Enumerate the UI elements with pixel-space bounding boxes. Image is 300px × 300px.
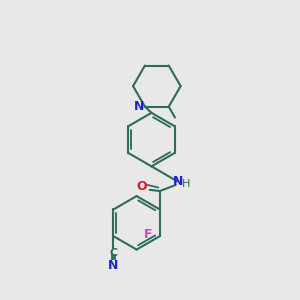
Text: N: N	[134, 100, 144, 113]
Text: F: F	[144, 228, 153, 241]
Text: N: N	[108, 260, 118, 272]
Text: O: O	[136, 180, 147, 194]
Text: H: H	[182, 179, 191, 189]
Text: N: N	[172, 175, 183, 188]
Text: C: C	[110, 248, 118, 258]
